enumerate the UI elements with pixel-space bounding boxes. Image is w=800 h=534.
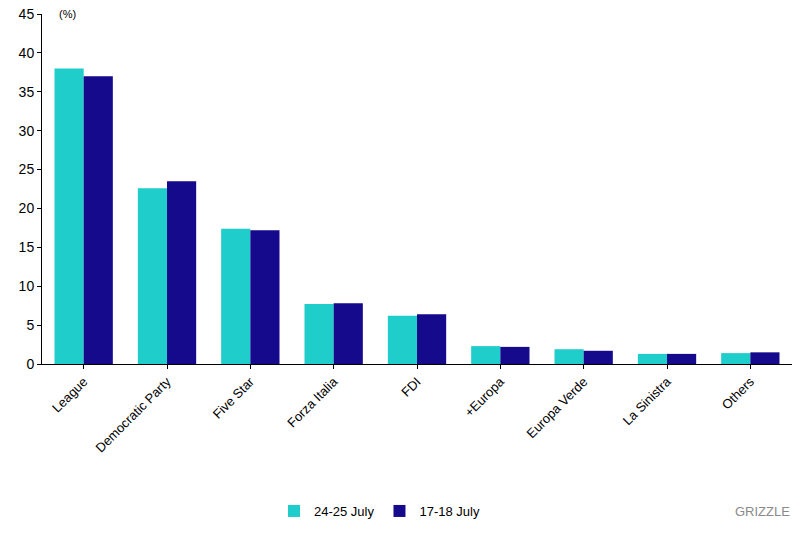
svg-text:FDI: FDI [398, 374, 423, 399]
svg-text:25: 25 [19, 161, 35, 177]
svg-text:+Europa: +Europa [461, 374, 507, 420]
svg-text:Democratic Party: Democratic Party [93, 374, 174, 455]
svg-text:GRIZZLE: GRIZZLE [735, 504, 790, 519]
svg-text:Five Star: Five Star [210, 374, 258, 422]
svg-text:Europa Verde: Europa Verde [524, 374, 591, 441]
svg-text:24-25 July: 24-25 July [314, 504, 374, 519]
svg-text:(%): (%) [59, 8, 76, 20]
svg-text:League: League [49, 374, 90, 415]
svg-text:Forza Italia: Forza Italia [284, 374, 341, 431]
svg-text:30: 30 [19, 123, 35, 139]
svg-text:45: 45 [19, 6, 35, 22]
svg-text:17-18 July: 17-18 July [419, 504, 479, 519]
svg-text:15: 15 [19, 239, 35, 255]
svg-text:40: 40 [19, 45, 35, 61]
svg-text:10: 10 [19, 278, 35, 294]
svg-text:5: 5 [26, 317, 34, 333]
svg-text:La Sinistra: La Sinistra [620, 374, 675, 429]
svg-text:Others: Others [719, 374, 758, 413]
svg-text:35: 35 [19, 84, 35, 100]
svg-text:0: 0 [26, 356, 34, 372]
svg-text:20: 20 [19, 200, 35, 216]
